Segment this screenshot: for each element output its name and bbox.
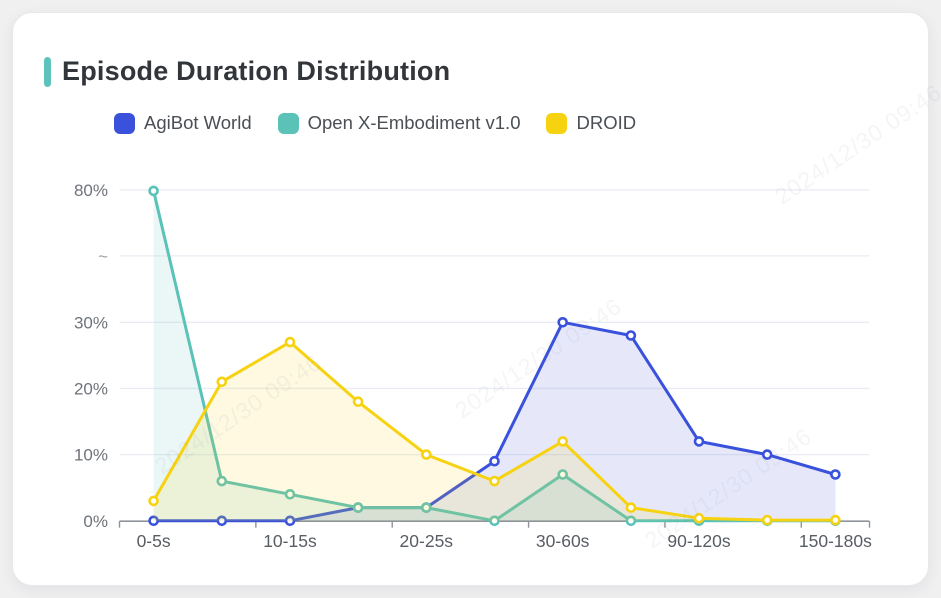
title-accent-bar [44, 56, 51, 87]
legend-label-open-x-embodiment: Open X-Embodiment v1.0 [307, 112, 521, 133]
chart-title: Episode Duration Distribution [62, 56, 451, 86]
legend-item-droid[interactable]: DROID [546, 112, 636, 134]
legend-swatch-open-x-embodiment [277, 112, 299, 134]
legend: AgiBot World Open X-Embodiment v1.0 DROI… [114, 112, 636, 134]
legend-label-droid: DROID [576, 112, 637, 133]
legend-swatch-agibot-world [114, 112, 135, 134]
watermark: 2024/12/30 09:46 [770, 78, 941, 210]
legend-swatch-droid [546, 112, 568, 134]
watermark: 2024/12/30 09:46 [150, 348, 327, 480]
legend-item-agibot-world[interactable]: AgiBot World [114, 112, 252, 134]
legend-label-agibot-world: AgiBot World [144, 112, 252, 133]
watermark: 2024/12/30 09:46 [640, 422, 817, 554]
title-row: Episode Duration Distribution [44, 56, 450, 87]
watermark: 2024/12/30 09:46 [450, 292, 627, 424]
legend-item-open-x-embodiment[interactable]: Open X-Embodiment v1.0 [277, 112, 521, 134]
chart-card: Episode Duration Distribution AgiBot Wor… [12, 12, 941, 586]
